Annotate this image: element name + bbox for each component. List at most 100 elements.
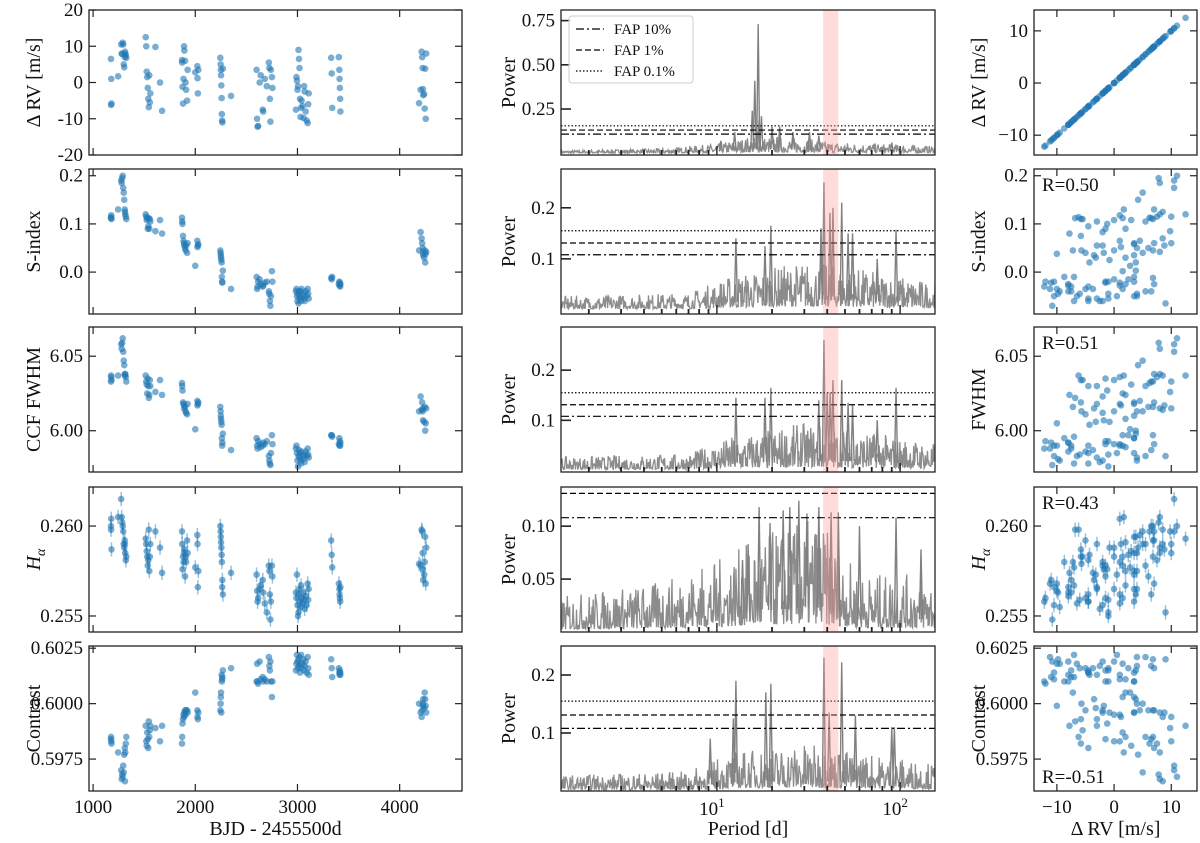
correlation-point: [1077, 715, 1085, 723]
data-point: [261, 600, 269, 607]
correlation-point: [1066, 569, 1073, 577]
y-tick-label: 0.6025: [976, 638, 1028, 659]
data-point: [418, 239, 426, 247]
data-point: [156, 738, 164, 745]
data-point: [219, 673, 226, 681]
correlation-point: [1079, 215, 1086, 223]
periodogram-peak: [768, 683, 774, 782]
data-point: [107, 55, 115, 63]
correlation-point: [1105, 612, 1112, 620]
correlation-point: [1136, 706, 1144, 714]
correlation-point: [1126, 689, 1134, 696]
periodogram-panel-0-plot-area: [561, 10, 935, 155]
data-point: [123, 733, 130, 741]
data-point: [121, 372, 129, 379]
y-axis-label-text: Δ RV [m/s]: [968, 38, 990, 128]
data-point: [254, 122, 262, 130]
data-point: [119, 41, 127, 48]
time-series-panel-4: 1000 2000 3000 4000 0.6025 0.6000 0.5975Contra…: [23, 638, 463, 840]
correlation-point: [1070, 582, 1078, 589]
correlation-point: [1093, 671, 1101, 679]
correlation-point: [1173, 335, 1181, 342]
axes-frame: [1033, 326, 1198, 473]
periodogram-peak: [790, 131, 796, 150]
periodogram-peak: [828, 512, 834, 611]
data-point: [265, 59, 273, 66]
data-point: [218, 259, 225, 266]
correlation-point: [1105, 295, 1112, 302]
data-point: [120, 196, 128, 204]
data-point: [183, 411, 191, 418]
data-point: [146, 376, 154, 384]
correlation-point: [1134, 361, 1142, 369]
y-axis-label-text: S-index: [23, 210, 45, 272]
correlation-point: [1100, 89, 1108, 96]
data-point: [184, 66, 191, 74]
data-point: [253, 66, 260, 74]
correlation-point: [1086, 259, 1093, 266]
correlation-point: [1092, 704, 1100, 712]
correlation-point: [1139, 189, 1146, 196]
data-point: [121, 777, 129, 785]
data-point: [119, 762, 127, 770]
data-point: [181, 57, 189, 65]
axes-frame: [560, 326, 936, 473]
data-point: [219, 119, 226, 126]
correlation-point: [1093, 540, 1101, 548]
data-point: [194, 74, 201, 82]
correlation-point: [1085, 223, 1092, 230]
periodogram-peak: [740, 560, 745, 614]
correlation-point: [1142, 540, 1149, 548]
x-tick-label: 4000: [381, 797, 419, 818]
correlation-point: [1105, 290, 1112, 298]
data-point: [181, 573, 189, 580]
data-point: [421, 427, 429, 435]
x-tick-label: 0: [1109, 797, 1119, 818]
correlation-point: [1116, 442, 1124, 449]
periodogram-peak: [821, 657, 827, 782]
data-point: [120, 63, 128, 71]
correlation-point: [1142, 653, 1149, 661]
y-axis-label: Power: [498, 216, 520, 267]
data-point: [178, 540, 186, 548]
correlation-point: [1116, 591, 1124, 598]
data-point: [219, 430, 227, 438]
data-point: [328, 433, 336, 440]
correlation-point: [1133, 662, 1141, 670]
correlation-point: [1082, 448, 1089, 455]
data-point: [178, 528, 186, 535]
correlation-point: [1130, 278, 1138, 286]
data-point: [219, 65, 227, 73]
correlation-point: [1170, 184, 1178, 192]
data-point: [336, 95, 344, 103]
axes-frame: [88, 9, 463, 156]
data-point: [266, 95, 274, 103]
correlation-point: [1070, 273, 1078, 281]
correlation-point: [1156, 513, 1164, 521]
correlation-point: [1130, 251, 1138, 259]
y-tick-label: 0.260: [985, 516, 1028, 537]
correlation-point: [1139, 249, 1146, 257]
data-point: [158, 722, 166, 730]
y-tick-label: 6.00: [995, 421, 1028, 442]
periodogram-peak: [752, 80, 757, 150]
data-point: [295, 609, 302, 616]
correlation-point: [1116, 738, 1124, 745]
y-tick-label: 0.0: [1004, 262, 1028, 283]
period-highlight-band: [823, 646, 839, 791]
data-point: [114, 372, 122, 379]
correlation-point: [1150, 280, 1158, 288]
correlation-point: [1149, 274, 1157, 282]
correlation-point: [1077, 546, 1085, 553]
correlation-point: [1170, 340, 1178, 348]
data-point: [218, 421, 225, 429]
y-tick-label: 0.255: [40, 606, 83, 627]
y-tick-label: 6.05: [995, 346, 1028, 367]
periodogram-peak: [816, 135, 822, 151]
correlation-point: [1071, 394, 1079, 402]
correlation-point: [1146, 740, 1153, 747]
correlation-point: [1099, 228, 1106, 236]
periodogram-peak: [850, 405, 855, 462]
data-point: [119, 184, 127, 192]
data-point: [107, 75, 115, 83]
